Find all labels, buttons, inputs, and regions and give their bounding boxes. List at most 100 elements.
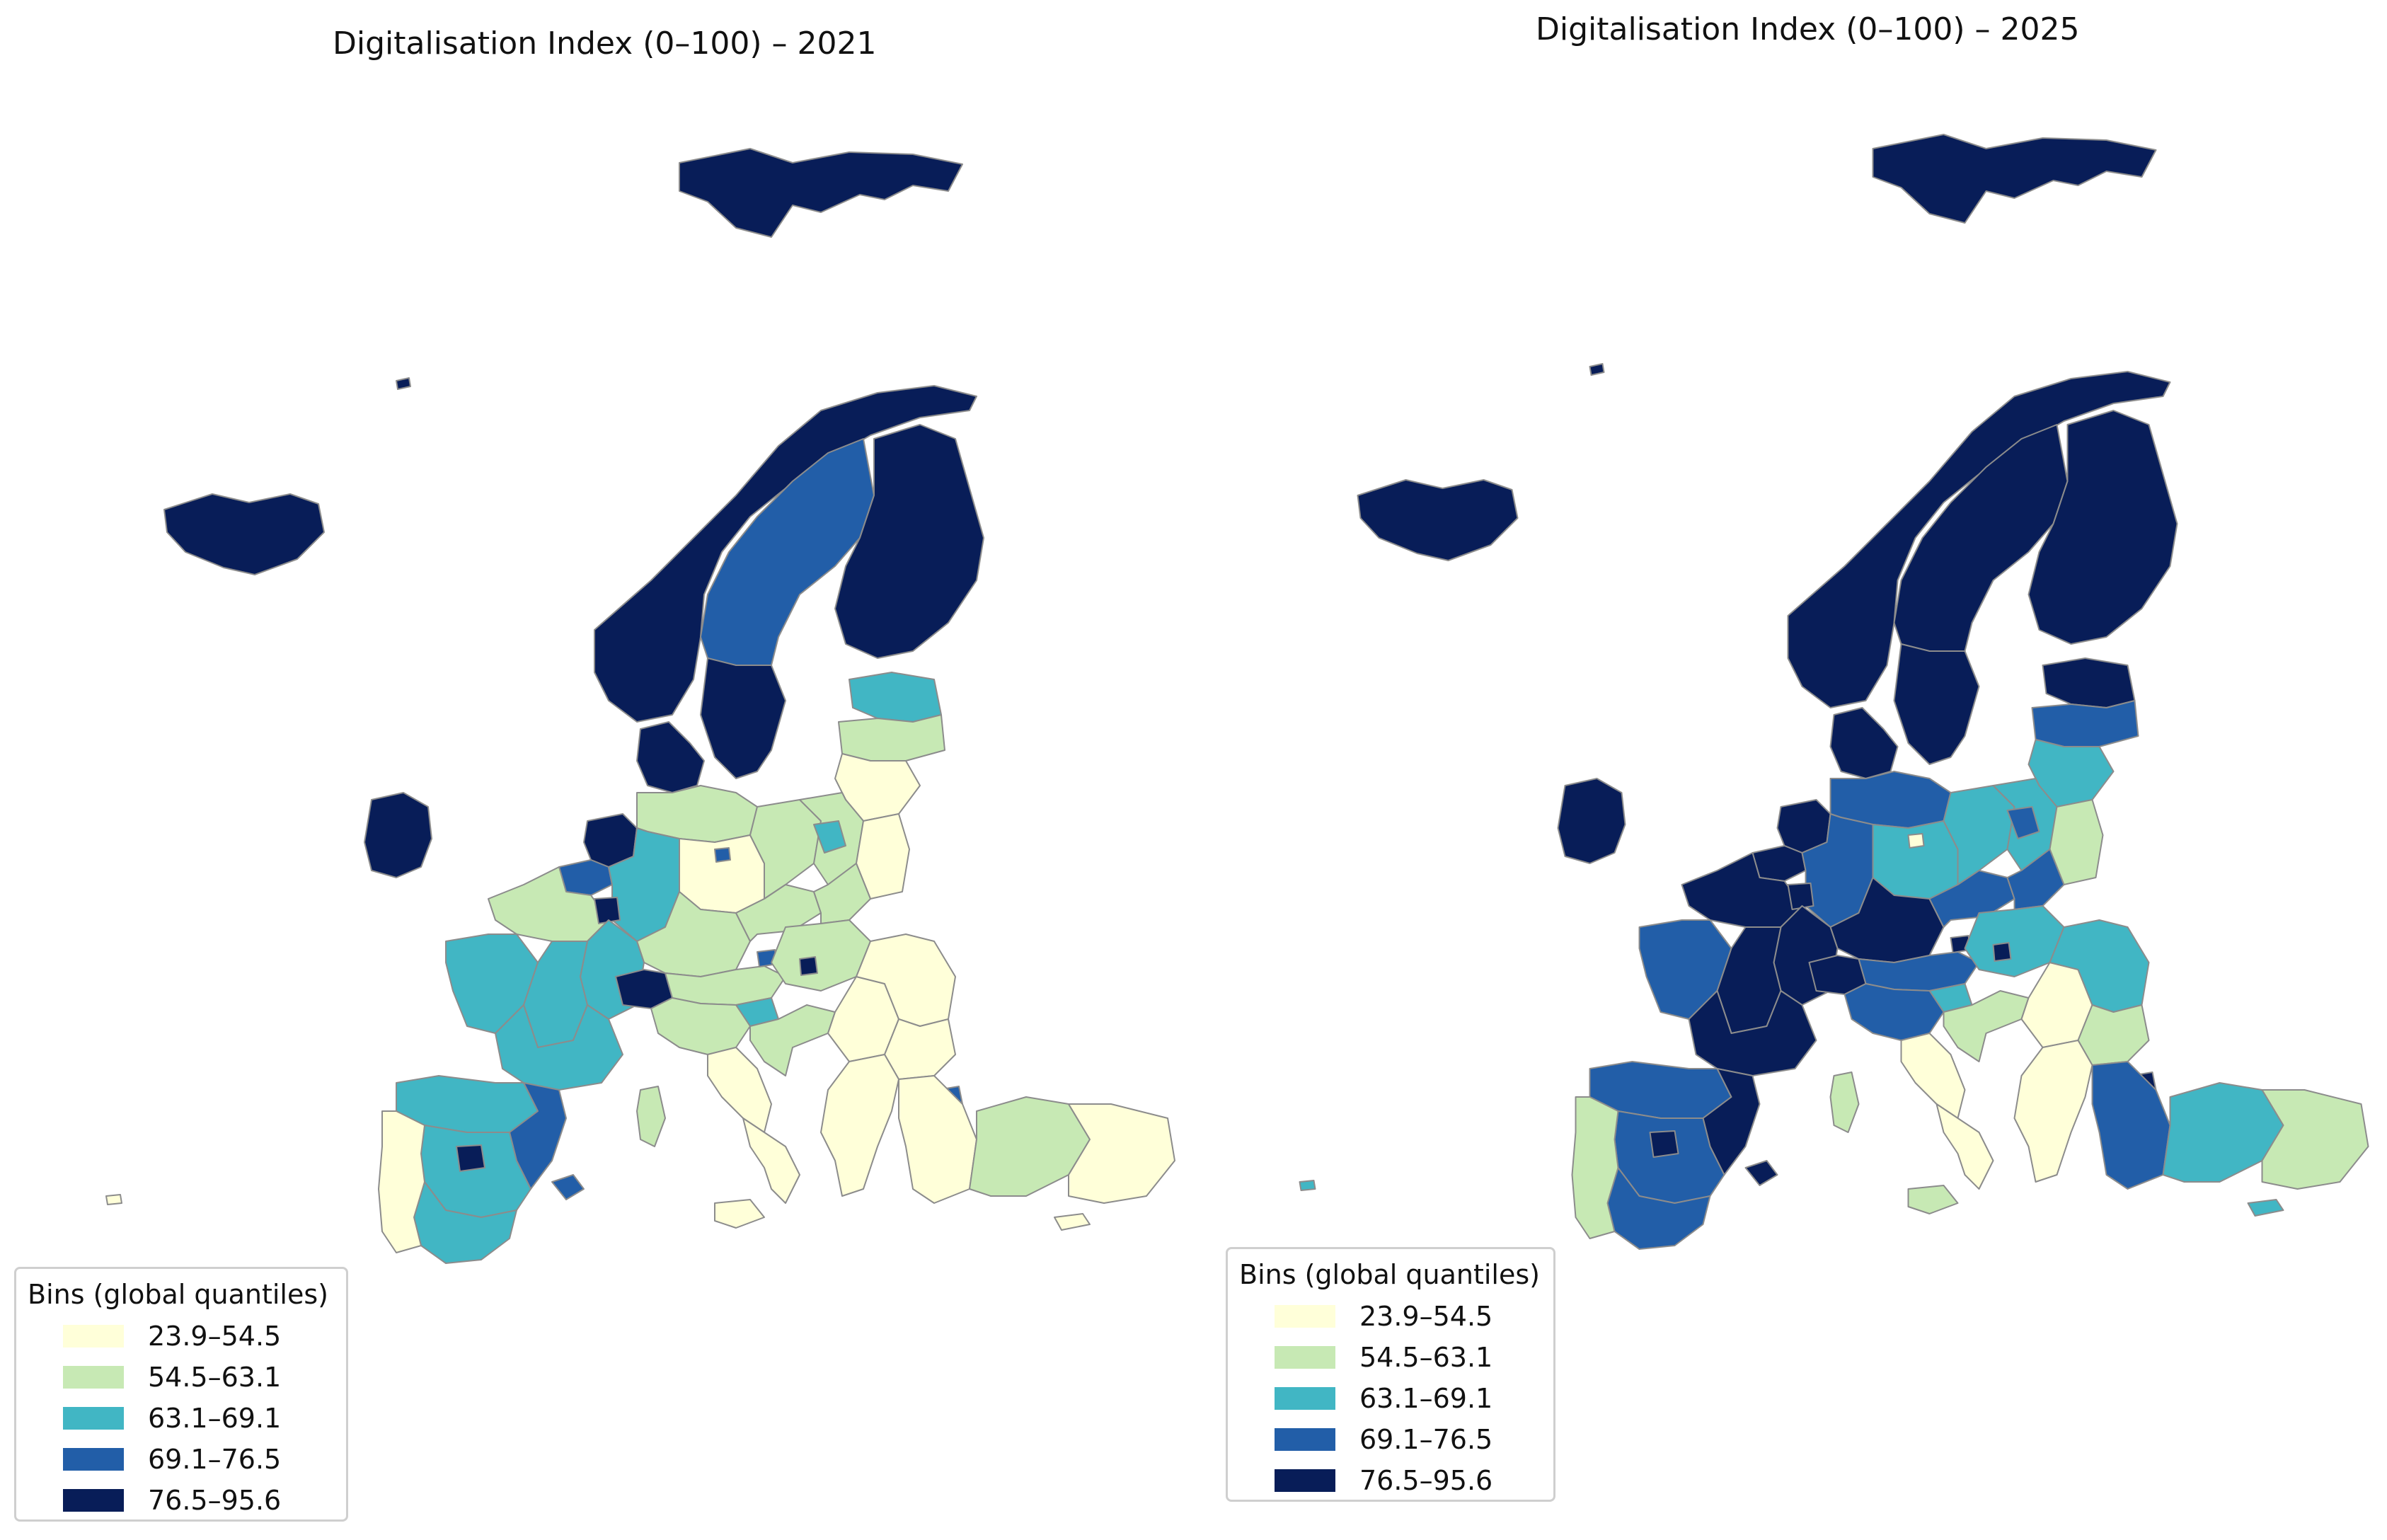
legend-entry: 76.5–95.6 (1239, 1460, 1542, 1501)
region-slovakia (2006, 849, 2065, 910)
legend-label: 63.1–69.1 (1359, 1383, 1493, 1414)
region-portugal (1571, 1096, 1619, 1239)
region-italy-north (1844, 983, 1945, 1041)
region-germany-east (1872, 820, 1959, 900)
legend-entry: 54.5–63.1 (1239, 1337, 1542, 1378)
region-croatia (749, 1004, 836, 1076)
legend-label: 76.5–95.6 (148, 1485, 282, 1516)
region-finland (834, 424, 984, 659)
region-croatia (1943, 990, 2030, 1062)
region-finland (2027, 410, 2178, 645)
region-warsaw (2006, 806, 2040, 839)
region-france-south (1688, 990, 1817, 1076)
legend-label: 63.1–69.1 (148, 1403, 282, 1434)
region-ireland (1557, 778, 1626, 864)
region-sardinia (1829, 1071, 1860, 1133)
region-belgium (558, 859, 613, 896)
map-panel-2025: Digitalisation Index (0–100) – 2025 Bins… (1193, 0, 2387, 1540)
legend-entry: 76.5–95.6 (28, 1480, 335, 1521)
legend-label: 54.5–63.1 (1359, 1342, 1493, 1373)
region-italy-south (1936, 1103, 1994, 1190)
region-france-south (495, 1004, 623, 1091)
region-balearics (1744, 1160, 1778, 1186)
legend-entry: 23.9–54.5 (28, 1316, 335, 1357)
region-budapest (799, 956, 818, 976)
legend-swatch (1275, 1428, 1335, 1451)
region-sweden-south (1893, 643, 1980, 765)
map-panel-2021: Digitalisation Index (0–100) – 2021 Bins… (0, 0, 1193, 1540)
legend-entry: 69.1–76.5 (28, 1439, 335, 1480)
region-sweden-south (700, 657, 786, 779)
region-latvia (838, 714, 945, 762)
legend-label: 54.5–63.1 (148, 1362, 282, 1393)
region-turkey-east (2261, 1089, 2369, 1190)
region-iceland (1357, 479, 1519, 561)
region-portugal (378, 1110, 425, 1253)
region-turkey-west (898, 1075, 977, 1204)
legend-entry: 63.1–69.1 (1239, 1378, 1542, 1419)
region-madrid (1649, 1130, 1679, 1158)
legend-label: 69.1–76.5 (1359, 1424, 1493, 1455)
region-turkey-east (1068, 1103, 1175, 1204)
legend-swatch (1275, 1387, 1335, 1410)
region-germany-east (679, 834, 765, 914)
region-paris (594, 897, 621, 924)
region-svalbard (1872, 134, 2157, 224)
region-iceland (163, 493, 325, 575)
region-turkey-central (2162, 1082, 2284, 1183)
region-bulgaria (884, 1018, 956, 1080)
legend-entry: 54.5–63.1 (28, 1357, 335, 1398)
legend-entry: 69.1–76.5 (1239, 1419, 1542, 1460)
region-greece (820, 1054, 899, 1197)
region-denmark (636, 721, 705, 793)
legend-entry: 63.1–69.1 (28, 1398, 335, 1439)
region-belgium (1752, 845, 1807, 882)
legend-swatch (1275, 1346, 1335, 1369)
region-bulgaria (2077, 1004, 2150, 1066)
legend-label: 23.9–54.5 (1359, 1301, 1493, 1332)
region-italy-central (1900, 1033, 1966, 1119)
region-budapest (1992, 942, 2012, 962)
region-turkey-west (2091, 1061, 2171, 1190)
region-faroe (396, 377, 411, 390)
legend-swatch (63, 1366, 124, 1389)
map-legend: Bins (global quantiles) 23.9–54.5 54.5–6… (14, 1267, 348, 1522)
region-berlin (1907, 833, 1925, 849)
region-cyprus (1054, 1213, 1091, 1231)
legend-swatch (1275, 1469, 1335, 1492)
region-italy-north (650, 997, 751, 1055)
region-faroe (1589, 363, 1605, 376)
legend-entry: 23.9–54.5 (1239, 1296, 1542, 1337)
legend-label: 76.5–95.6 (1359, 1465, 1493, 1496)
legend-swatch (63, 1325, 124, 1348)
region-slovakia (813, 863, 871, 924)
region-berlin (714, 847, 731, 863)
map-title: Digitalisation Index (0–100) – 2021 (333, 25, 877, 62)
region-azores (1299, 1180, 1316, 1191)
region-italy-south (742, 1117, 800, 1204)
legend-title: Bins (global quantiles) (1239, 1259, 1540, 1290)
region-latvia (2031, 700, 2139, 747)
region-denmark (1829, 707, 1899, 779)
legend-swatch (63, 1407, 124, 1430)
legend-swatch (63, 1448, 124, 1471)
legend-swatch (1275, 1305, 1335, 1328)
region-estonia (2042, 657, 2136, 708)
region-madrid (456, 1144, 485, 1172)
legend-swatch (63, 1489, 124, 1512)
region-sardinia (636, 1086, 666, 1147)
choropleth-map (1299, 134, 2369, 1250)
region-sicily (1907, 1185, 1959, 1214)
region-azores (105, 1194, 122, 1205)
region-estonia (849, 672, 942, 723)
region-svalbard (679, 148, 963, 238)
legend-label: 23.9–54.5 (148, 1321, 282, 1352)
region-turkey-central (969, 1096, 1091, 1197)
region-ireland (364, 792, 432, 878)
region-sicily (714, 1199, 765, 1229)
region-italy-central (707, 1047, 772, 1133)
legend-label: 69.1–76.5 (148, 1444, 282, 1475)
region-balearics (551, 1174, 585, 1200)
region-paris (1787, 883, 1814, 910)
choropleth-map (105, 148, 1175, 1264)
